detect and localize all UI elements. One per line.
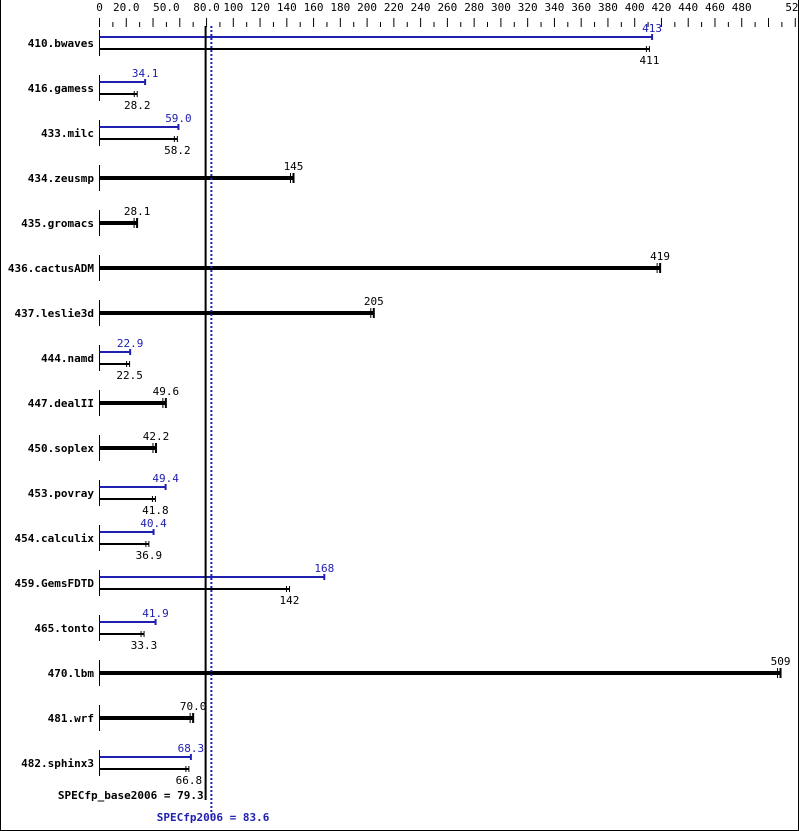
peak-value-label: 49.4 [152,472,179,485]
peak-value-label: 168 [314,562,334,575]
axis-tick-label: 340 [544,1,564,14]
base-value-label: 66.8 [176,774,203,787]
axis-tick-label: 480 [732,1,752,14]
benchmark-label: 437.leslie3d [15,307,94,320]
peak-mean-label: SPECfp2006 = 83.6 [157,811,270,824]
axis-tick-label: 360 [571,1,591,14]
benchmark-label: 482.sphinx3 [21,757,94,770]
benchmark-label: 436.cactusADM [8,262,94,275]
axis-tick-label: 280 [464,1,484,14]
benchmark-label: 453.povray [28,487,95,500]
axis-tick-label: 100 [223,1,243,14]
base-value-label: 28.1 [124,205,151,218]
axis-tick-label: 260 [437,1,457,14]
benchmark-label: 470.lbm [48,667,95,680]
benchmark-label: 447.dealII [28,397,94,410]
axis-tick-label: 440 [678,1,698,14]
axis-tick-label: 320 [518,1,538,14]
axis-tick-label: 160 [304,1,324,14]
axis-tick-label: 220 [384,1,404,14]
base-value-label: 36.9 [136,549,163,562]
benchmark-label: 435.gromacs [21,217,94,230]
axis-tick-label: 300 [491,1,511,14]
base-value-label: 28.2 [124,99,151,112]
base-value-label: 205 [364,295,384,308]
base-value-label: 42.2 [143,430,170,443]
benchmark-label: 450.soplex [28,442,95,455]
benchmark-label: 459.GemsFDTD [15,577,95,590]
axis-tick-label: 140 [277,1,297,14]
benchmark-label: 433.milc [41,127,94,140]
peak-value-label: 41.9 [142,607,169,620]
peak-value-label: 22.9 [117,337,144,350]
base-mean-label: SPECfp_base2006 = 79.3 [58,789,204,802]
base-value-label: 411 [639,54,659,67]
peak-value-label: 40.4 [140,517,167,530]
axis-tick-label: 20.0 [113,1,140,14]
axis-tick-label: 240 [411,1,431,14]
axis-tick-label: 400 [625,1,645,14]
axis-tick-label: 50.0 [153,1,180,14]
benchmark-label: 434.zeusmp [28,172,95,185]
base-value-label: 49.6 [153,385,180,398]
base-value-label: 33.3 [131,639,158,652]
benchmark-label: 465.tonto [34,622,94,635]
base-value-label: 70.0 [180,700,207,713]
base-value-label: 41.8 [142,504,169,517]
benchmark-label: 410.bwaves [28,37,94,50]
peak-value-label: 34.1 [132,67,159,80]
axis-tick-label: 420 [652,1,672,14]
axis-tick-label: 460 [705,1,725,14]
benchmark-label: 416.gamess [28,82,94,95]
peak-value-label: 59.0 [165,112,192,125]
axis-tick-label: 120 [250,1,270,14]
base-value-label: 145 [284,160,304,173]
benchmark-label: 481.wrf [48,712,94,725]
benchmark-label: 454.calculix [15,532,95,545]
base-value-label: 58.2 [164,144,191,157]
axis-tick-label: 200 [357,1,377,14]
benchmark-label: 444.namd [41,352,94,365]
peak-value-label: 68.3 [178,742,205,755]
axis-tick-label: 380 [598,1,618,14]
base-value-label: 142 [280,594,300,607]
base-value-label: 22.5 [116,369,143,382]
peak-value-label: 413 [642,22,662,35]
base-value-label: 419 [650,250,670,263]
axis-tick-label: 0 [96,1,103,14]
base-value-label: 509 [771,655,791,668]
axis-tick-label: 520 [785,1,799,14]
axis-tick-label: 180 [330,1,350,14]
axis-tick-label: 80.0 [193,1,220,14]
